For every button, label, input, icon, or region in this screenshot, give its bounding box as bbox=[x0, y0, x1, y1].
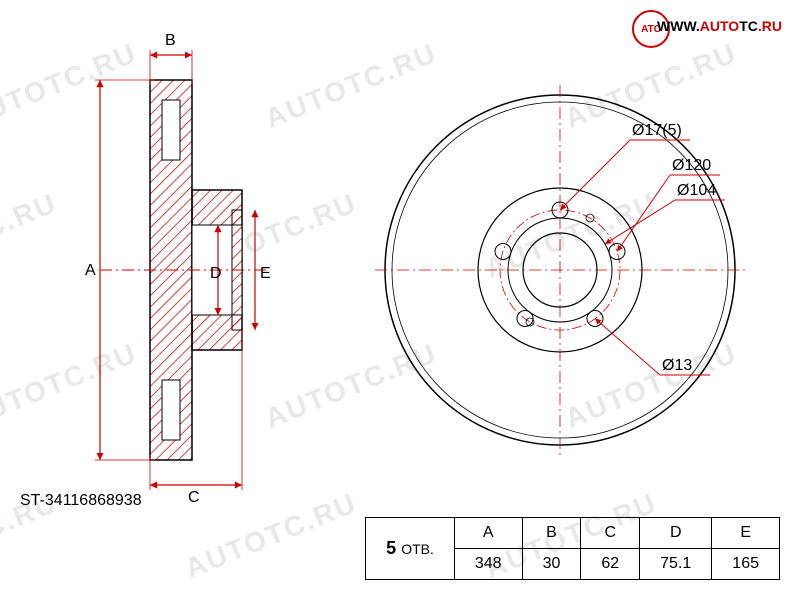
inner-ring-label: Ø104 bbox=[677, 182, 716, 199]
dimensions-table: 5 ОТВ. A B C D E 348 30 62 75.1 165 bbox=[365, 517, 780, 580]
hole-count: 5 bbox=[386, 538, 396, 558]
dim-c-label: C bbox=[188, 489, 200, 506]
col-c: C bbox=[581, 518, 640, 549]
technical-drawing: A B C D E bbox=[0, 0, 800, 600]
table-row: 5 ОТВ. A B C D E bbox=[366, 518, 780, 549]
val-d: 75.1 bbox=[640, 549, 712, 580]
val-c: 62 bbox=[581, 549, 640, 580]
hole-dia-label: Ø13 bbox=[662, 357, 692, 374]
front-view: Ø17(5) Ø120 Ø104 Ø13 bbox=[375, 85, 745, 455]
col-b: B bbox=[522, 518, 581, 549]
dim-a-label: A bbox=[85, 262, 96, 279]
val-e: 165 bbox=[712, 549, 780, 580]
bolt-circle-label: Ø120 bbox=[672, 157, 711, 174]
dim-e-label: E bbox=[260, 265, 271, 282]
val-b: 30 bbox=[522, 549, 581, 580]
side-view: A B C D E bbox=[85, 32, 271, 506]
part-number: ST-34116868938 bbox=[20, 492, 142, 510]
col-e: E bbox=[712, 518, 780, 549]
hole-count-cell: 5 ОТВ. bbox=[366, 518, 455, 580]
col-a: A bbox=[454, 518, 522, 549]
dim-d-label: D bbox=[210, 265, 222, 282]
col-d: D bbox=[640, 518, 712, 549]
dim-b-label: B bbox=[165, 32, 176, 49]
val-a: 348 bbox=[454, 549, 522, 580]
hole-suffix: ОТВ. bbox=[401, 541, 434, 557]
holes-label: Ø17(5) bbox=[632, 122, 682, 139]
